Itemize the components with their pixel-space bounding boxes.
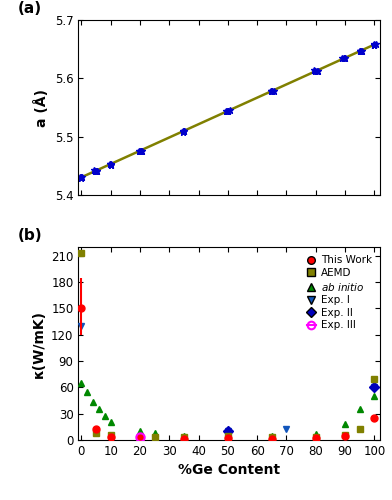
Text: (b): (b) (18, 228, 43, 243)
Y-axis label: a (Å): a (Å) (34, 88, 49, 126)
Legend: This Work, AEMD, $ab\ initio$, Exp. I, Exp. II, Exp. III: This Work, AEMD, $ab\ initio$, Exp. I, E… (304, 252, 375, 334)
Text: (a): (a) (18, 2, 42, 16)
Y-axis label: κ(W/mK): κ(W/mK) (32, 310, 45, 378)
X-axis label: %Ge Content: %Ge Content (178, 464, 280, 477)
